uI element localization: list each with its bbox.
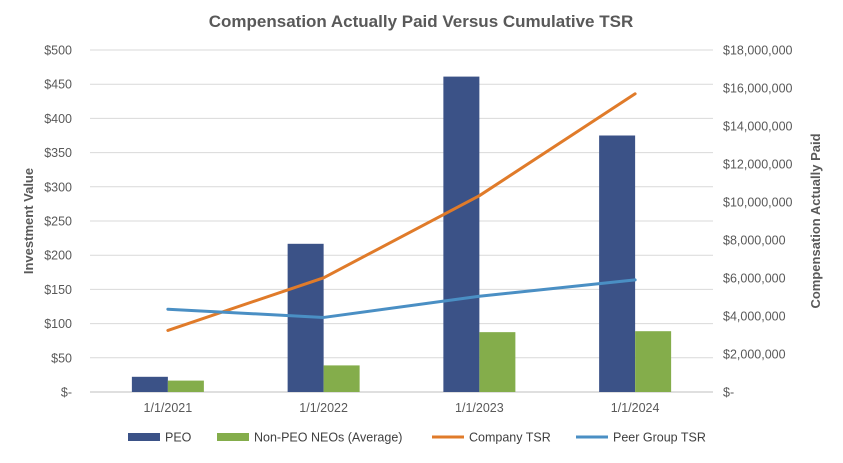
left-tick-label: $300 [44,180,72,194]
left-tick-label: $100 [44,317,72,331]
chart-title: Compensation Actually Paid Versus Cumula… [209,12,633,31]
bar-non-peo-neos-average [479,332,516,392]
right-tick-label: $8,000,000 [723,234,786,248]
left-tick-label: $200 [44,249,72,263]
right-tick-label: $2,000,000 [723,348,786,362]
legend-label-non-peo-neos-average: Non-PEO NEOs (Average) [254,431,402,445]
x-tick-label: 1/1/2024 [611,401,660,415]
legend-label-company-tsr: Company TSR [469,431,551,445]
right-tick-label: $12,000,000 [723,158,793,172]
bar-peo [131,376,168,392]
bar-non-peo-neos-average [167,380,204,392]
legend-label-peo: PEO [165,431,192,445]
bars [131,76,672,392]
bar-peo [443,76,480,392]
left-tick-label: $450 [44,78,72,92]
bar-non-peo-neos-average [635,331,672,392]
line-company-tsr [166,92,637,332]
legend: PEO Non-PEO NEOs (Average) Company TSR Peer… [128,431,706,445]
left-tick-label: $350 [44,146,72,160]
left-axis-label: Investment Value [21,168,36,274]
legend-label-peer-group-tsr: Peer Group TSR [613,431,706,445]
lines [166,92,637,332]
left-tick-label: $50 [51,351,72,365]
left-tick-label: $500 [44,44,72,58]
right-tick-label: $4,000,000 [723,310,786,324]
right-tick-label: $- [723,386,734,400]
right-tick-label: $6,000,000 [723,272,786,286]
x-axis-ticks: 1/1/2021 1/1/2022 1/1/2023 1/1/2024 [144,401,660,415]
line-peer-group-tsr [166,278,637,319]
right-tick-label: $18,000,000 [723,44,793,58]
left-tick-label: $- [61,386,72,400]
bar-non-peo-neos-average [323,365,360,392]
x-tick-label: 1/1/2021 [144,401,193,415]
left-tick-label: $150 [44,283,72,297]
right-axis-label: Compensation Actually Paid [808,133,823,308]
legend-swatch-peo [128,433,160,441]
left-tick-label: $250 [44,215,72,229]
legend-swatch-non-peo-neos-average [217,433,249,441]
right-tick-label: $16,000,000 [723,82,793,96]
left-tick-label: $400 [44,112,72,126]
right-tick-label: $14,000,000 [723,120,793,134]
bar-peo [599,135,636,392]
x-tick-label: 1/1/2023 [455,401,504,415]
left-axis-ticks: $- $50 $100 $150 $200 $250 $300 $350 $400 $450 $50… [44,44,72,400]
right-tick-label: $10,000,000 [723,196,793,210]
x-tick-label: 1/1/2022 [299,401,348,415]
right-axis-ticks: $- $2,000,000 $4,000,000 $6,000,000 $8,000,0… [723,44,793,400]
